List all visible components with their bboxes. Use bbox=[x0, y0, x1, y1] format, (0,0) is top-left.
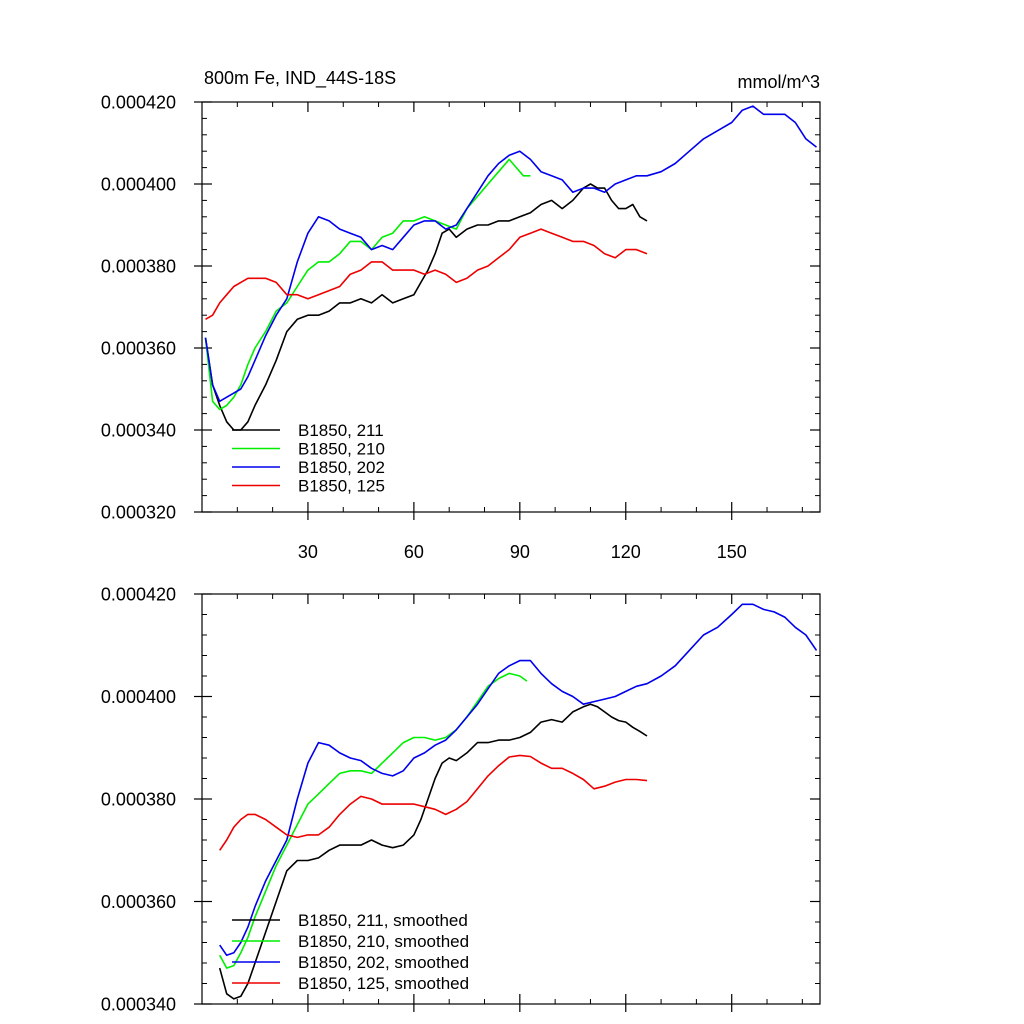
series-line bbox=[218, 703, 648, 1000]
y-tick-label: 0.000360 bbox=[101, 892, 176, 912]
bottom-panel: 0.000340 0.000360 0.000380 0.000400 0.000420… bbox=[101, 585, 821, 1015]
y-tick-label: 0.000400 bbox=[101, 175, 176, 195]
x-axis: 30 60 90 120 150 bbox=[236, 102, 803, 562]
y-axis: 0.000340 0.000360 0.000380 0.000400 0.000420 bbox=[101, 585, 820, 1015]
x-tick-label: 90 bbox=[510, 542, 530, 562]
series-line bbox=[205, 228, 648, 320]
x-tick-label: 30 bbox=[298, 542, 318, 562]
series-line bbox=[204, 183, 648, 431]
y-tick-label: 0.000400 bbox=[101, 687, 176, 707]
series-line bbox=[204, 105, 817, 403]
series-group bbox=[204, 105, 817, 431]
chart-title: 800m Fe, IND_44S-18S bbox=[204, 68, 396, 89]
x-axis bbox=[236, 594, 803, 1012]
x-tick-label: 150 bbox=[717, 542, 747, 562]
y-tick-label: 0.000340 bbox=[101, 421, 176, 441]
legend-label: B1850, 202, smoothed bbox=[298, 953, 469, 972]
plot-frame bbox=[201, 101, 821, 513]
legend-label: B1850, 210, smoothed bbox=[298, 932, 469, 951]
series-group bbox=[218, 603, 818, 1000]
legend-label: B1850, 210 bbox=[298, 440, 385, 459]
series-line bbox=[219, 603, 818, 957]
series-line bbox=[219, 754, 648, 851]
legend-label: B1850, 125 bbox=[298, 477, 385, 496]
y-tick-label: 0.000360 bbox=[101, 339, 176, 359]
legend-label: B1850, 211 bbox=[298, 421, 384, 440]
x-tick-label: 120 bbox=[611, 542, 641, 562]
top-panel: 800m Fe, IND_44S-18S mmol/m^3 0.0003200.… bbox=[101, 68, 821, 562]
y-tick-label: 0.000320 bbox=[101, 503, 176, 523]
y-axis: 0.000320 0.000340 0.000360 0.000380 0.000400… bbox=[101, 93, 820, 523]
y-tick-label: 0.000340 bbox=[101, 995, 176, 1015]
y-tick-label: 0.000380 bbox=[101, 257, 176, 277]
legend-label: B1850, 125, smoothed bbox=[298, 974, 469, 993]
chart-units: mmol/m^3 bbox=[738, 72, 820, 92]
y-tick-label: 0.000420 bbox=[101, 585, 176, 605]
legend: B1850, 211, smoothed B1850, 210, smoothed… bbox=[232, 911, 469, 993]
y-tick-label: 0.000380 bbox=[101, 790, 176, 810]
y-tick-label: 0.000420 bbox=[101, 93, 176, 113]
legend-label: B1850, 202 bbox=[298, 458, 385, 477]
x-tick-label: 60 bbox=[404, 542, 424, 562]
plot-frame bbox=[201, 593, 821, 1005]
series-line bbox=[204, 158, 531, 411]
series-line bbox=[218, 672, 528, 969]
legend-label: B1850, 211, smoothed bbox=[298, 911, 468, 930]
